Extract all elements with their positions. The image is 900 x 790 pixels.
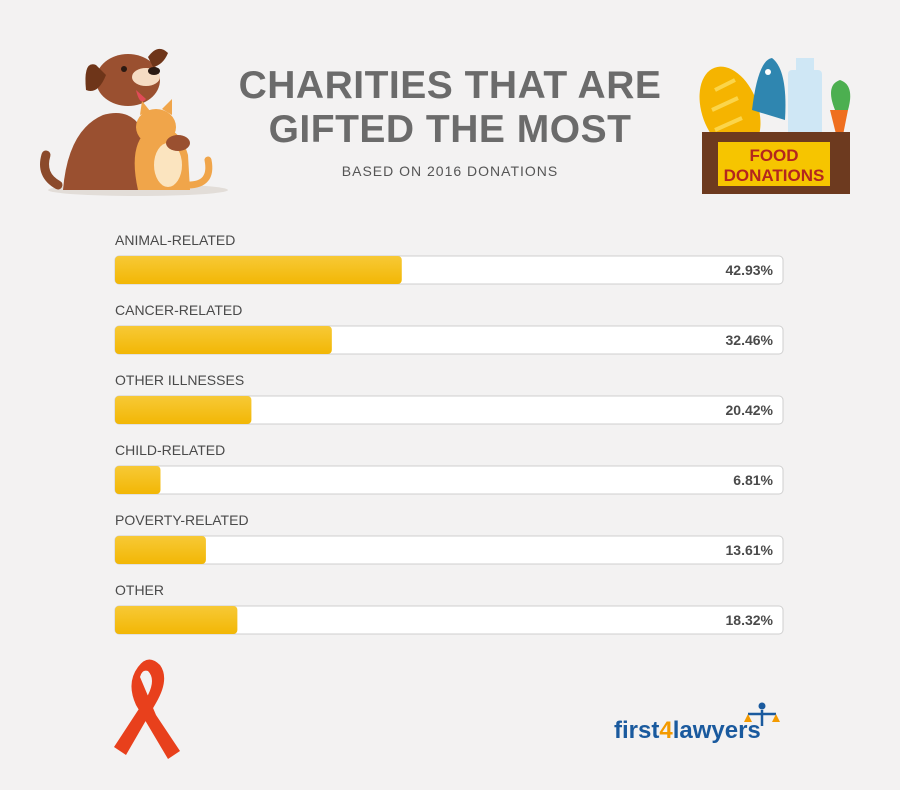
bar-track-poverty-related	[114, 535, 784, 565]
category-label-child-related: CHILD-RELATED	[115, 442, 225, 458]
category-label-animal-related: ANIMAL-RELATED	[115, 232, 235, 248]
bar-poverty-related	[115, 536, 206, 564]
category-label-other-illnesses: OTHER ILLNESSES	[115, 372, 244, 388]
logo-part-4: 4	[659, 717, 673, 744]
food-sign-line-1: FOOD	[749, 146, 798, 165]
value-label-animal-related: 42.93%	[726, 262, 774, 278]
value-label-child-related: 6.81%	[733, 472, 773, 488]
value-label-other-illnesses: 20.42%	[726, 402, 774, 418]
bar-other	[115, 606, 238, 634]
bar-other-illnesses	[115, 396, 252, 424]
category-label-other: OTHER	[115, 582, 164, 598]
bar-cancer-related	[115, 326, 332, 354]
chart-subtitle: BASED ON 2016 DONATIONS	[341, 163, 559, 179]
value-label-cancer-related: 32.46%	[726, 332, 774, 348]
category-label-cancer-related: CANCER-RELATED	[115, 302, 242, 318]
bar-animal-related	[115, 256, 402, 284]
value-label-other: 18.32%	[726, 612, 774, 628]
bar-track-child-related	[114, 465, 784, 495]
title-line-1: CHARITIES THAT ARE	[238, 64, 662, 107]
dog-cat-illustration	[40, 48, 228, 196]
title-line-2: GIFTED THE MOST	[268, 108, 632, 151]
value-label-poverty-related: 13.61%	[726, 542, 774, 558]
food-donations-illustration: FOOD DONATIONS	[699, 58, 851, 194]
svg-text:first4lawyers: first4lawyers	[614, 717, 761, 744]
chart-title: CHARITIES THAT ARE GIFTED THE MOST	[200, 64, 700, 152]
awareness-ribbon-icon	[114, 659, 180, 759]
food-sign-line-2: DONATIONS	[724, 166, 825, 185]
logo-part-first: first	[614, 717, 659, 744]
bar-child-related	[115, 466, 161, 494]
first4lawyers-logo: first4lawyers	[614, 702, 780, 744]
category-label-poverty-related: POVERTY-RELATED	[115, 512, 249, 528]
